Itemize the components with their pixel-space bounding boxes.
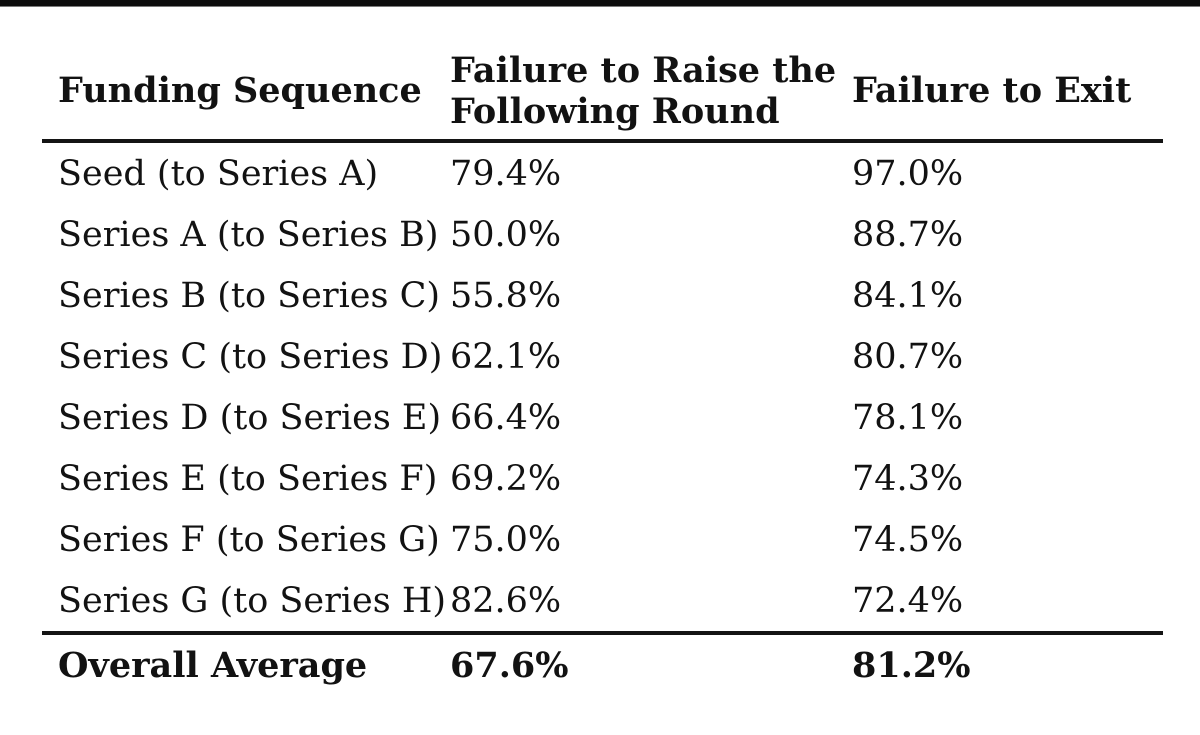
cell-failure-raise: 69.2% <box>450 458 562 499</box>
table-row: Series A (to Series B) 50.0% 88.7% <box>42 204 1163 265</box>
cell-funding-sequence: Series A (to Series B) <box>58 214 439 255</box>
cell-funding-sequence: Series E (to Series F) <box>58 458 438 499</box>
cell-overall-average-raise: 67.6% <box>450 644 569 686</box>
table-row: Series D (to Series E) 66.4% 78.1% <box>42 387 1163 448</box>
cell-failure-raise: 55.8% <box>450 275 562 316</box>
cell-failure-raise: 66.4% <box>450 397 562 438</box>
cell-funding-sequence: Series F (to Series G) <box>58 519 440 560</box>
column-header-failure-to-exit: Failure to Exit <box>852 70 1132 112</box>
cell-failure-exit: 88.7% <box>852 214 964 255</box>
funding-failure-table-container: Funding Sequence Failure to Raise the Fo… <box>42 43 1163 695</box>
table-row: Series C (to Series D) 62.1% 80.7% <box>42 326 1163 387</box>
header-row: Funding Sequence Failure to Raise the Fo… <box>42 43 1163 141</box>
cell-funding-sequence: Series G (to Series H) <box>58 580 447 621</box>
footer-row: Overall Average 67.6% 81.2% <box>42 633 1163 695</box>
cell-failure-raise: 62.1% <box>450 336 562 377</box>
cell-overall-average-label: Overall Average <box>58 644 368 686</box>
cell-failure-exit: 74.5% <box>852 519 964 560</box>
column-header-failure-to-raise: Failure to Raise the Following Round <box>450 49 837 132</box>
cell-funding-sequence: Seed (to Series A) <box>58 153 379 194</box>
cell-failure-exit: 78.1% <box>852 397 964 438</box>
cell-failure-exit: 74.3% <box>852 458 964 499</box>
cell-failure-raise: 75.0% <box>450 519 562 560</box>
table-row: Seed (to Series A) 79.4% 97.0% <box>42 141 1163 204</box>
cell-failure-exit: 97.0% <box>852 153 964 194</box>
cell-failure-exit: 72.4% <box>852 580 964 621</box>
table-row: Series E (to Series F) 69.2% 74.3% <box>42 448 1163 509</box>
table-row: Series B (to Series C) 55.8% 84.1% <box>42 265 1163 326</box>
cell-overall-average-exit: 81.2% <box>852 644 971 686</box>
cell-failure-raise: 82.6% <box>450 580 562 621</box>
cell-failure-raise: 50.0% <box>450 214 562 255</box>
table-row: Series F (to Series G) 75.0% 74.5% <box>42 509 1163 570</box>
cell-funding-sequence: Series C (to Series D) <box>58 336 443 377</box>
cell-funding-sequence: Series B (to Series C) <box>58 275 441 316</box>
funding-failure-table: Funding Sequence Failure to Raise the Fo… <box>42 43 1163 695</box>
cell-funding-sequence: Series D (to Series E) <box>58 397 442 438</box>
letterbox-top-bar <box>0 0 1200 7</box>
cell-failure-raise: 79.4% <box>450 153 562 194</box>
table-row: Series G (to Series H) 82.6% 72.4% <box>42 570 1163 633</box>
cell-failure-exit: 84.1% <box>852 275 964 316</box>
cell-failure-exit: 80.7% <box>852 336 964 377</box>
column-header-funding-sequence: Funding Sequence <box>58 70 422 112</box>
